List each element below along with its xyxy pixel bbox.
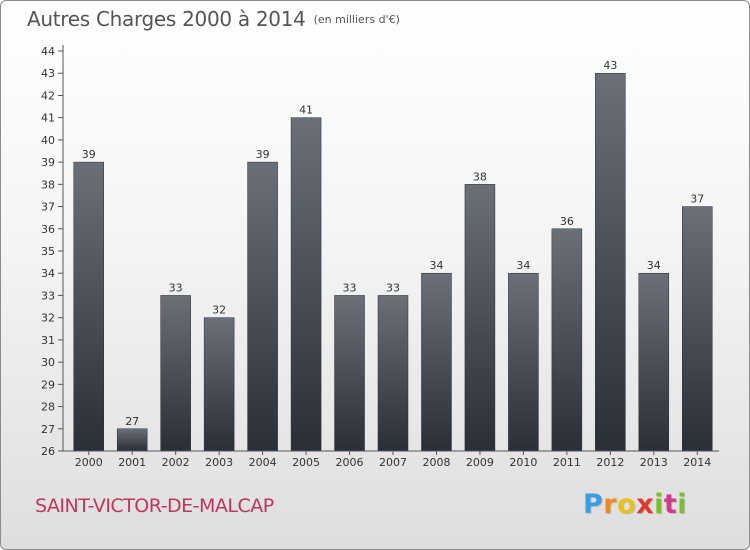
x-tick-label: 2000 bbox=[75, 456, 103, 469]
bar-value-label: 38 bbox=[473, 170, 487, 183]
logo-letter: r bbox=[603, 489, 618, 520]
bar-value-label: 33 bbox=[169, 281, 183, 294]
bar-value-label: 39 bbox=[256, 148, 270, 161]
x-tick-label: 2004 bbox=[249, 456, 277, 469]
bar bbox=[551, 228, 583, 452]
x-tick-label: 2013 bbox=[640, 456, 668, 469]
bar bbox=[160, 295, 191, 452]
y-tick-label: 38 bbox=[41, 178, 55, 191]
y-tick-label: 40 bbox=[41, 134, 55, 147]
logo-letter: i bbox=[677, 489, 688, 520]
bar-value-label: 27 bbox=[125, 415, 139, 428]
x-tick-label: 2010 bbox=[509, 456, 537, 469]
chart-subtitle: (en milliers d'€) bbox=[313, 13, 400, 26]
chart-title: Autres Charges 2000 à 2014 bbox=[27, 7, 306, 31]
bar bbox=[377, 295, 409, 452]
x-tick-label: 2008 bbox=[422, 456, 450, 469]
bar-value-label: 34 bbox=[647, 259, 661, 272]
y-tick-label: 37 bbox=[41, 201, 55, 214]
x-tick-label: 2012 bbox=[596, 456, 624, 469]
y-tick-label: 29 bbox=[41, 378, 55, 391]
y-tick-label: 35 bbox=[41, 245, 55, 258]
town-name: SAINT-VICTOR-DE-MALCAP bbox=[35, 495, 274, 517]
bar-value-label: 39 bbox=[82, 148, 96, 161]
y-tick-label: 32 bbox=[41, 312, 55, 325]
bar bbox=[203, 317, 235, 452]
bar-value-label: 32 bbox=[212, 304, 226, 317]
bar bbox=[290, 117, 322, 452]
bar bbox=[682, 206, 713, 452]
bar bbox=[464, 184, 496, 452]
logo-letter: i bbox=[654, 489, 664, 520]
bar bbox=[638, 272, 670, 452]
y-tick-label: 33 bbox=[41, 289, 55, 302]
x-tick-label: 2002 bbox=[162, 456, 190, 469]
bar-value-label: 34 bbox=[516, 259, 530, 272]
x-axis: 2000 2001 2002 2003 2004 2005 2006 2007 2008 2009… bbox=[63, 450, 719, 469]
bar-value-label: 34 bbox=[429, 259, 443, 272]
bar bbox=[421, 272, 452, 452]
bar-value-label: 43 bbox=[603, 59, 617, 72]
y-tick-label: 43 bbox=[41, 67, 55, 80]
y-tick-label: 44 bbox=[41, 45, 55, 58]
proxiti-logo: Proxiti bbox=[583, 489, 687, 520]
y-tick-label: 26 bbox=[41, 445, 55, 458]
logo-letter: o bbox=[617, 489, 637, 520]
x-tick-label: 2001 bbox=[118, 456, 146, 469]
x-tick-label: 2007 bbox=[379, 456, 407, 469]
y-tick-label: 34 bbox=[41, 267, 55, 280]
logo-letter: t bbox=[663, 489, 678, 520]
y-tick-label: 30 bbox=[41, 356, 55, 369]
bar-value-label: 37 bbox=[690, 193, 704, 206]
y-tick-label: 42 bbox=[41, 89, 55, 102]
bar-value-label: 33 bbox=[343, 281, 357, 294]
bar-value-label: 41 bbox=[299, 104, 313, 117]
chart-title-block: Autres Charges 2000 à 2014 (en milliers d… bbox=[27, 7, 400, 31]
logo-letter: x bbox=[636, 489, 655, 520]
y-tick-label: 28 bbox=[41, 401, 55, 414]
x-tick-label: 2014 bbox=[683, 456, 711, 469]
logo-letter: P bbox=[583, 489, 604, 520]
bar-value-label: 36 bbox=[560, 215, 574, 228]
bar-value-label: 33 bbox=[386, 281, 400, 294]
x-tick-label: 2005 bbox=[292, 456, 320, 469]
bars: 39 27 33 32 39 41 33 33 34 38 34 36 43 34 37 bbox=[73, 59, 713, 452]
x-tick-label: 2011 bbox=[553, 456, 581, 469]
bar bbox=[334, 295, 365, 452]
bar bbox=[73, 161, 104, 452]
y-tick-label: 36 bbox=[41, 223, 55, 236]
y-axis: 26 27 28 29 30 31 32 33 34 35 36 37 38 39 40 41 42 43 44 bbox=[41, 45, 64, 458]
x-tick-label: 2009 bbox=[466, 456, 494, 469]
y-tick-label: 27 bbox=[41, 423, 55, 436]
x-tick-label: 2003 bbox=[205, 456, 233, 469]
y-tick-label: 39 bbox=[41, 156, 55, 169]
y-tick-label: 31 bbox=[41, 334, 55, 347]
bar bbox=[116, 428, 148, 452]
bar bbox=[508, 272, 539, 452]
x-tick-label: 2006 bbox=[336, 456, 364, 469]
y-tick-label: 41 bbox=[41, 112, 55, 125]
bar bbox=[595, 72, 626, 452]
bar bbox=[247, 161, 278, 452]
